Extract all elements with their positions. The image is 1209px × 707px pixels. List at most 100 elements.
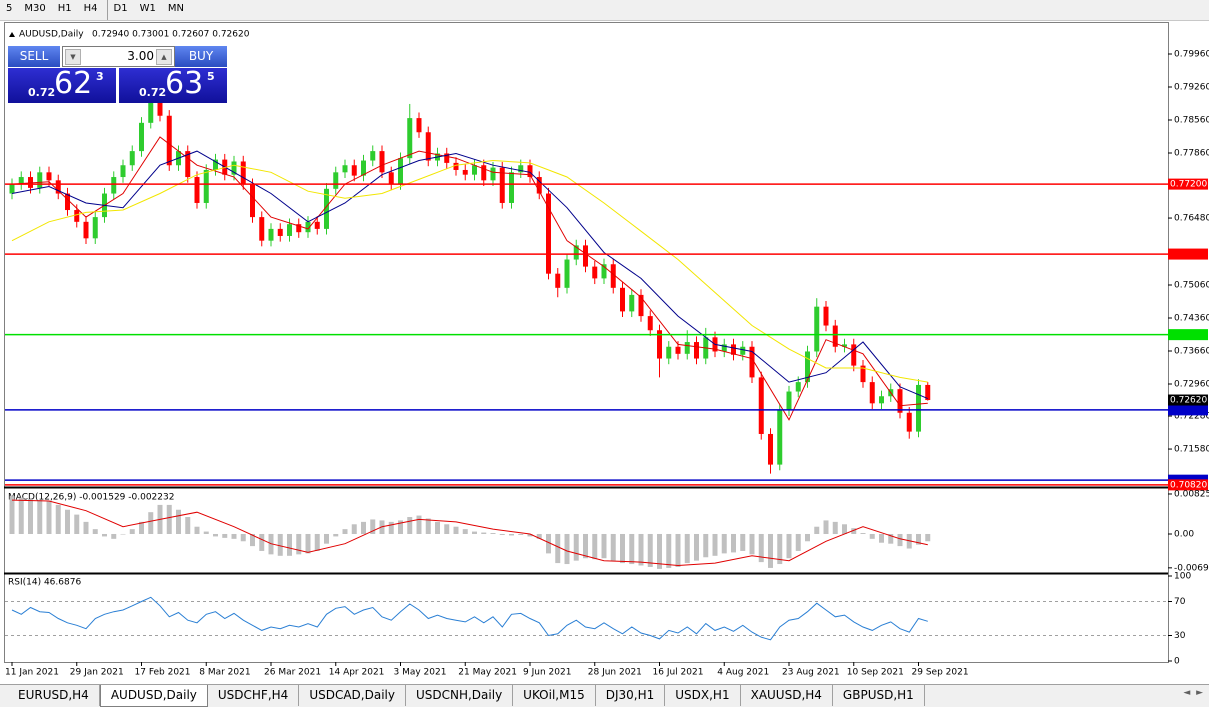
candle-body [166,115,172,166]
macd-bar [342,529,348,534]
candle-body [490,167,496,181]
level-label: 0.70820 [1170,480,1207,490]
candle-body [425,132,431,161]
tab-scroll[interactable]: ◄ ► [1183,688,1203,698]
candle-body [296,224,302,233]
chart-tab[interactable]: EURUSD,H4 [8,685,100,706]
candle-body [758,377,764,434]
macd-bar [684,533,690,564]
timeframe-button[interactable]: D1 [106,0,134,20]
candle-body [259,217,265,241]
timeframe-button[interactable]: MN [167,3,184,14]
chart-tab[interactable]: USDCHF,H4 [208,685,300,706]
x-tick-label: 29 Jan 2021 [70,668,124,678]
macd-bar [712,533,718,556]
macd-bar [462,529,468,534]
candle-body [869,382,875,404]
timeframe-button[interactable]: 5 [6,3,13,14]
timeframe-button[interactable]: H1 [57,3,72,14]
candle-body [814,306,820,352]
macd-bar [573,533,579,561]
macd-bar [721,533,727,554]
candle-body [370,151,376,161]
macd-bar [916,533,921,545]
macd-bar [518,533,524,535]
candle-body [925,384,931,401]
candle-body [721,344,727,352]
buy-price[interactable]: 0.72 63 5 [119,66,227,103]
macd-bar [546,533,551,554]
macd-bar [435,521,440,534]
macd-bar [925,533,931,542]
candle-body [65,193,70,211]
macd-bar [675,533,681,567]
macd-bar [166,504,172,534]
chart-tab[interactable]: XAUUSD,H4 [741,685,833,706]
buy-button[interactable]: BUY [175,46,227,67]
candle-body [453,162,459,170]
timeframe-button[interactable]: H4 [83,3,98,14]
candle-body [601,264,607,279]
chart-tab[interactable]: USDX,H1 [665,685,741,706]
y-tick-label: 70 [1174,597,1186,607]
moving-average [11,159,928,383]
macd-bar [120,533,126,535]
macd-bar [333,533,339,537]
macd-bar [37,500,43,534]
timeframe-button[interactable]: M30 [24,3,46,14]
x-tick-label: 3 May 2021 [394,668,447,678]
chart-tab[interactable]: DJ30,H1 [596,685,666,706]
candle-body [731,344,736,355]
macd-bar [287,533,292,556]
level-label-box [1168,404,1208,416]
chart-frame [4,22,1169,663]
candle-body [333,172,339,189]
macd-bar [277,533,283,556]
candle-body [509,172,514,203]
lots-increase[interactable]: ▲ [156,49,172,65]
macd-bar [296,533,302,555]
chart-tab[interactable]: UKOil,M15 [513,685,596,706]
macd-bar [805,533,810,542]
chart-tab[interactable]: GBPUSD,H1 [833,685,925,706]
chart-tab[interactable]: USDCAD,Daily [299,685,406,706]
macd-bar [823,520,829,534]
macd-bar [148,512,154,534]
price-prefix: 0.72 [139,86,167,99]
candle-body [740,346,746,355]
candle-body [398,158,403,185]
chart-tab[interactable]: USDCNH,Daily [406,685,514,706]
x-tick-label: 11 Jan 2021 [5,668,59,678]
macd-bar [583,533,588,559]
y-tick-label: 0.71580 [1174,445,1209,455]
lots-input[interactable]: ▼ 3.00 ▲ [62,46,175,67]
candle-body [9,184,15,194]
timeframe-button[interactable]: W1 [139,3,156,14]
macd-bar [832,521,838,534]
candle-body [148,94,154,123]
y-tick-label: -0.006982 [1174,563,1209,573]
macd-bar [453,526,459,534]
chart-tab[interactable]: AUDUSD,Daily [99,685,208,707]
macd-bar [814,526,820,534]
timeframe-toolbar: 5 M30 H1 H4 D1 W1 MN [0,0,1209,21]
candle-body [231,161,237,175]
y-tick-label: 0.79260 [1174,82,1209,92]
level-label: 0.77200 [1170,180,1207,190]
macd-bar [74,514,80,534]
macd-bar [185,517,191,534]
candle-body [407,118,413,159]
macd-bar [860,533,866,534]
collapse-icon[interactable] [9,32,15,37]
candle-body [250,184,255,218]
macd-bar [879,533,884,543]
candle-body [46,172,52,181]
lots-decrease[interactable]: ▼ [65,49,81,65]
macd-bar [472,531,477,534]
candle-body [37,172,43,188]
macd-bar [361,521,366,534]
macd-bar [129,529,135,534]
candle-body [546,193,551,274]
sell-price[interactable]: 0.72 62 3 [8,66,116,103]
sell-button[interactable]: SELL [8,46,60,67]
